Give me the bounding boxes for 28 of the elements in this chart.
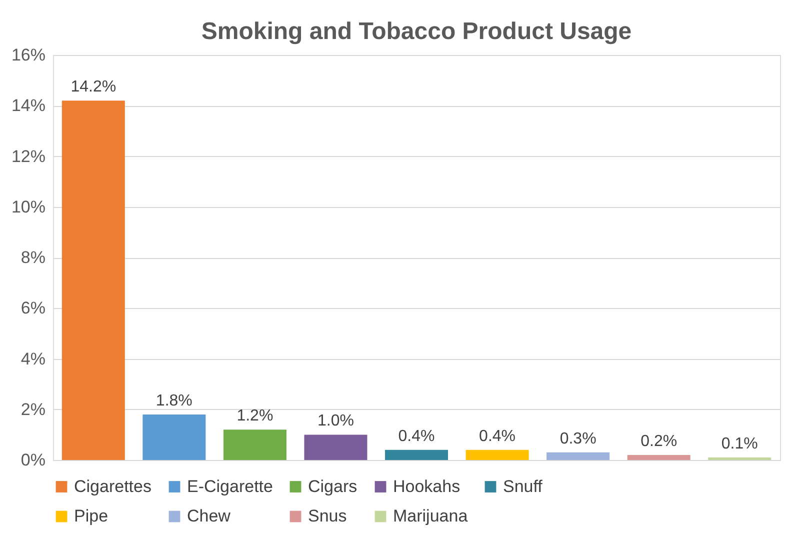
data-label: 0.3%	[560, 430, 596, 448]
legend-label: Pipe	[74, 506, 108, 526]
y-tick-label: 4%	[20, 349, 46, 368]
data-label: 1.8%	[156, 392, 192, 410]
legend-label: Cigarettes	[74, 476, 152, 496]
y-tick-label: 12%	[11, 146, 46, 166]
y-tick-label: 6%	[20, 298, 46, 318]
data-label: 1.2%	[236, 408, 274, 425]
chart-title: Smoking and Tobacco Product Usage	[201, 18, 632, 45]
legend-label: Snuff	[503, 476, 543, 496]
legend-label: E-Cigarette	[187, 476, 273, 496]
y-tick-label: 8%	[20, 248, 46, 267]
data-label: 14.2%	[70, 78, 116, 96]
legend-label: Cigars	[308, 476, 358, 496]
legend-label: Hookahs	[393, 476, 460, 496]
data-label: 0.4%	[398, 428, 435, 445]
legend-label: Marijuana	[393, 506, 468, 526]
y-tick-label: 10%	[11, 197, 46, 216]
y-tick-label: 16%	[11, 46, 46, 64]
data-label: 1.0%	[317, 412, 354, 430]
data-label: 0.4%	[479, 428, 516, 445]
data-label: 0.1%	[721, 435, 758, 452]
y-tick-label: 0%	[20, 450, 46, 470]
data-label: 0.2%	[640, 432, 678, 450]
y-tick-label: 2%	[20, 400, 46, 419]
y-tick-label: 14%	[11, 96, 46, 116]
legend-label: Snus	[308, 506, 347, 526]
legend-label: Chew	[187, 506, 232, 526]
